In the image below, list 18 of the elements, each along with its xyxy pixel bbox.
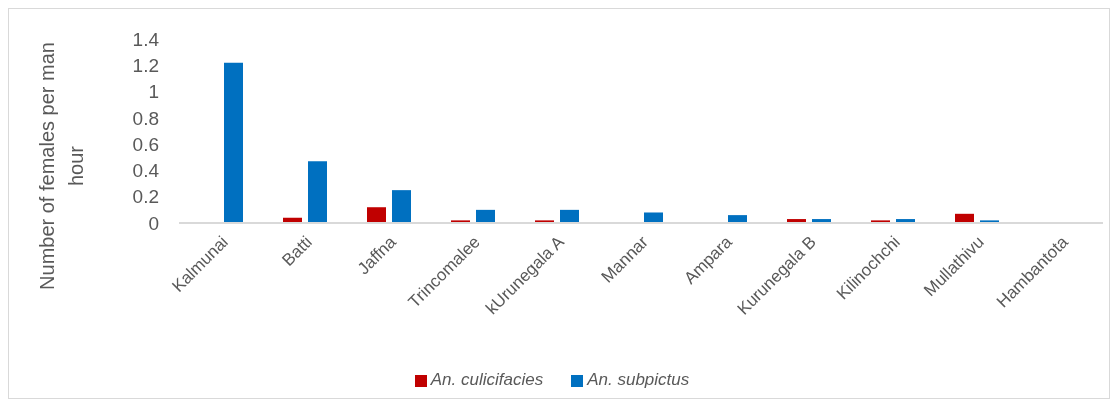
legend-label: An. subpictus [587,370,690,389]
bar [392,190,411,223]
bar [644,212,663,223]
y-tick-label: 0.2 [132,186,159,208]
bar [476,209,495,223]
y-axis-title: Number of females per man hour [36,42,87,290]
y-tick-label: 1.4 [132,28,160,50]
legend-label: An. culicifacies [430,370,544,389]
y-tick-label: 1 [148,81,159,103]
y-tick-label: 0 [148,212,159,234]
y-tick-label: 0.6 [132,133,159,155]
bar [367,207,386,223]
bar [224,62,243,223]
bar [308,161,327,223]
y-tick-label: 0.8 [132,107,159,129]
y-tick-label: 0.4 [132,160,160,182]
y-tick-label: 1.2 [132,55,159,77]
bar [560,209,579,223]
